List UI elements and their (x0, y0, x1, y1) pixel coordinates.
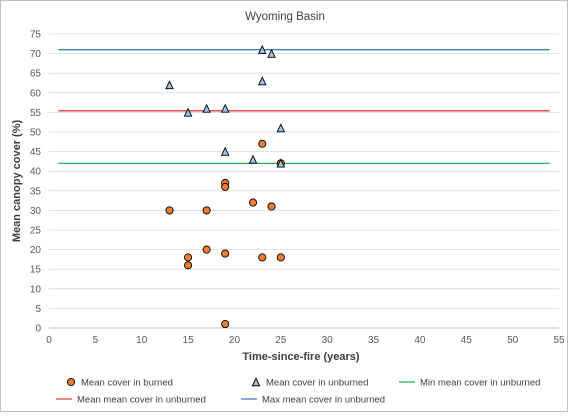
burned-point (221, 249, 230, 258)
unburned-point (220, 103, 230, 113)
y-tick-label: 30 (30, 206, 42, 217)
unburned-point (276, 158, 286, 168)
y-tick-label: 35 (30, 186, 42, 197)
burned-point (202, 206, 211, 215)
unburned-point (183, 107, 193, 117)
legend-marker (251, 377, 261, 387)
burned-point (221, 320, 230, 329)
legend-label: Mean cover in unburned (266, 378, 368, 389)
unburned-point (257, 76, 267, 86)
tick-labels: 0 5 10 15 20 25 30 35 40 45 50 55 60 65 70 75 0 5 10 15 20 25… (30, 30, 565, 347)
legend-label: Max mean cover in unburned (262, 395, 385, 406)
data-points (165, 44, 286, 329)
unburned-point (165, 80, 174, 90)
x-tick-label: 40 (414, 335, 426, 346)
x-tick-label: 10 (136, 335, 148, 346)
burned-point (258, 139, 267, 148)
y-tick-label: 20 (30, 245, 42, 256)
y-tick-label: 65 (30, 69, 42, 80)
unburned-point (220, 146, 230, 156)
legend: Mean cover in burned Mean cover in unburn… (56, 377, 540, 406)
y-tick-label: 70 (30, 49, 42, 60)
y-tick-label: 45 (30, 147, 42, 158)
burned-point (202, 245, 211, 254)
x-tick-label: 55 (553, 335, 565, 346)
y-tick-label: 0 (35, 324, 41, 335)
burned-point (165, 206, 174, 215)
burned-point (248, 198, 258, 207)
y-axis-title: Mean canopy cover (%) (11, 120, 23, 243)
legend-label: Mean cover in burned (81, 378, 173, 389)
x-axis-title: Time-since-fire (years) (242, 351, 360, 363)
x-tick-label: 35 (368, 335, 380, 346)
gridlines (49, 33, 559, 309)
y-tick-label: 60 (30, 88, 42, 99)
y-tick-label: 40 (30, 167, 42, 178)
y-tick-label: 10 (30, 284, 42, 295)
unburned-point (202, 103, 211, 113)
y-tick-label: 5 (35, 304, 41, 315)
burned-point (221, 182, 230, 191)
y-tick-label: 15 (30, 265, 42, 276)
x-tick-label: 25 (275, 335, 287, 346)
unburned-point (257, 44, 267, 54)
x-tick-label: 30 (322, 335, 334, 346)
legend-label: Mean mean cover in unburned (77, 395, 206, 406)
x-tick-label: 45 (461, 335, 473, 346)
y-tick-label: 55 (30, 108, 42, 119)
x-tick-label: 0 (46, 335, 52, 346)
x-tick-label: 20 (229, 335, 241, 346)
burned-point (184, 261, 193, 270)
y-tick-label: 75 (30, 30, 42, 41)
legend-marker (66, 377, 76, 387)
x-tick-label: 15 (183, 335, 195, 346)
y-tick-label: 50 (30, 128, 42, 139)
reference-lines (58, 49, 550, 165)
chart-title: Wyoming Basin (245, 11, 325, 23)
legend-label: Min mean cover in unburned (420, 378, 540, 389)
unburned-point (248, 154, 258, 164)
burned-point (267, 202, 276, 211)
x-tick-label: 50 (507, 335, 519, 346)
y-tick-label: 25 (30, 226, 42, 237)
x-tick-label: 5 (93, 335, 99, 346)
burned-point (258, 253, 267, 262)
burned-point (184, 253, 193, 262)
burned-point (276, 253, 285, 262)
unburned-point (276, 123, 286, 133)
unburned-point (267, 48, 276, 58)
